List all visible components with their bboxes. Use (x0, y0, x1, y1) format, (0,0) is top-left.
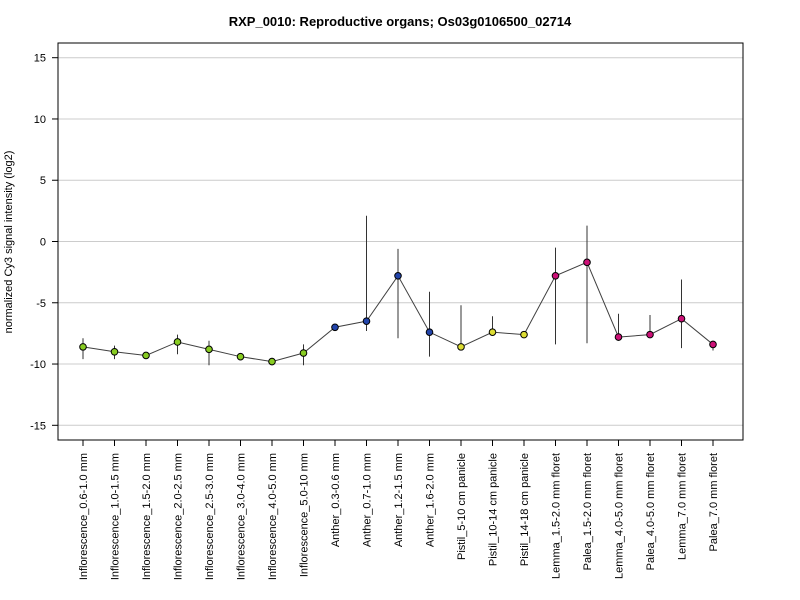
data-point (205, 345, 213, 354)
data-point (677, 314, 686, 323)
data-point (236, 352, 245, 361)
chart-title: RXP_0010: Reproductive organs; Os03g0106… (229, 14, 572, 29)
data-point (457, 343, 465, 351)
data-point (79, 343, 87, 351)
category-label: Lemma_4.0-5.0 mm floret (614, 453, 626, 579)
data-point (488, 328, 497, 336)
data-point (425, 328, 434, 336)
plot-frame (57, 42, 744, 441)
data-point (331, 323, 339, 332)
y-tick-label: 10 (34, 114, 46, 126)
data-point (614, 333, 623, 341)
y-tick-label: -15 (30, 420, 46, 432)
data-point (173, 338, 182, 346)
data-point (268, 357, 276, 366)
data-point (520, 330, 528, 339)
category-label: Pistil_5-10 cm panicle (456, 453, 468, 560)
y-tick-label: 0 (40, 237, 46, 249)
category-label: Inflorescence_1.5-2.0 mm (141, 453, 153, 580)
category-label: Inflorescence_4.0-5.0 mm (267, 453, 279, 580)
category-label: Inflorescence_5.0-10 mm (299, 453, 311, 577)
y-tick-label: 5 (40, 175, 46, 187)
category-label: Pistil_10-14 cm panicle (488, 453, 500, 566)
data-point (142, 351, 150, 360)
category-label: Anther_0.7-1.0 mm (362, 453, 374, 547)
data-points (79, 258, 717, 366)
category-label: Anther_1.2-1.5 mm (393, 453, 405, 547)
data-point (646, 330, 654, 339)
data-point (583, 258, 591, 267)
category-label: Anther_1.6-2.0 mm (425, 453, 437, 547)
category-label: Inflorescence_1.0-1.5 mm (110, 453, 122, 580)
data-point (299, 349, 308, 357)
category-label: Inflorescence_0.6-1.0 mm (78, 453, 90, 580)
category-label: Lemma_7.0 mm floret (677, 453, 689, 560)
y-tick-label: 15 (34, 53, 46, 65)
category-label: Anther_0.3-0.6 mm (330, 453, 342, 547)
category-label: Palea_7.0 mm floret (708, 453, 720, 551)
y-tick-label: -10 (30, 359, 46, 371)
category-label: Palea_1.5-2.0 mm floret (582, 453, 594, 570)
category-label: Inflorescence_2.0-2.5 mm (173, 453, 185, 580)
y-tick-label: -5 (36, 298, 46, 310)
data-point (110, 347, 119, 356)
category-label: Inflorescence_2.5-3.0 mm (204, 453, 216, 580)
axes: -15 -10 -5 0 5 10 15 Inflorescence_0.6-1.0 mm In… (30, 53, 720, 580)
data-point (394, 272, 402, 280)
y-axis-label: normalized Cy3 signal intensity (log2) (3, 151, 15, 334)
category-label: Palea_4.0-5.0 mm floret (645, 453, 657, 570)
data-point (362, 317, 371, 325)
category-label: Inflorescence_3.0-4.0 mm (236, 453, 248, 580)
category-label: Lemma_1.5-2.0 mm floret (551, 453, 563, 579)
data-point (709, 340, 717, 349)
category-label: Pistil_14-18 cm panicle (519, 453, 531, 566)
data-point (551, 272, 560, 280)
grid-lines (58, 57, 743, 426)
